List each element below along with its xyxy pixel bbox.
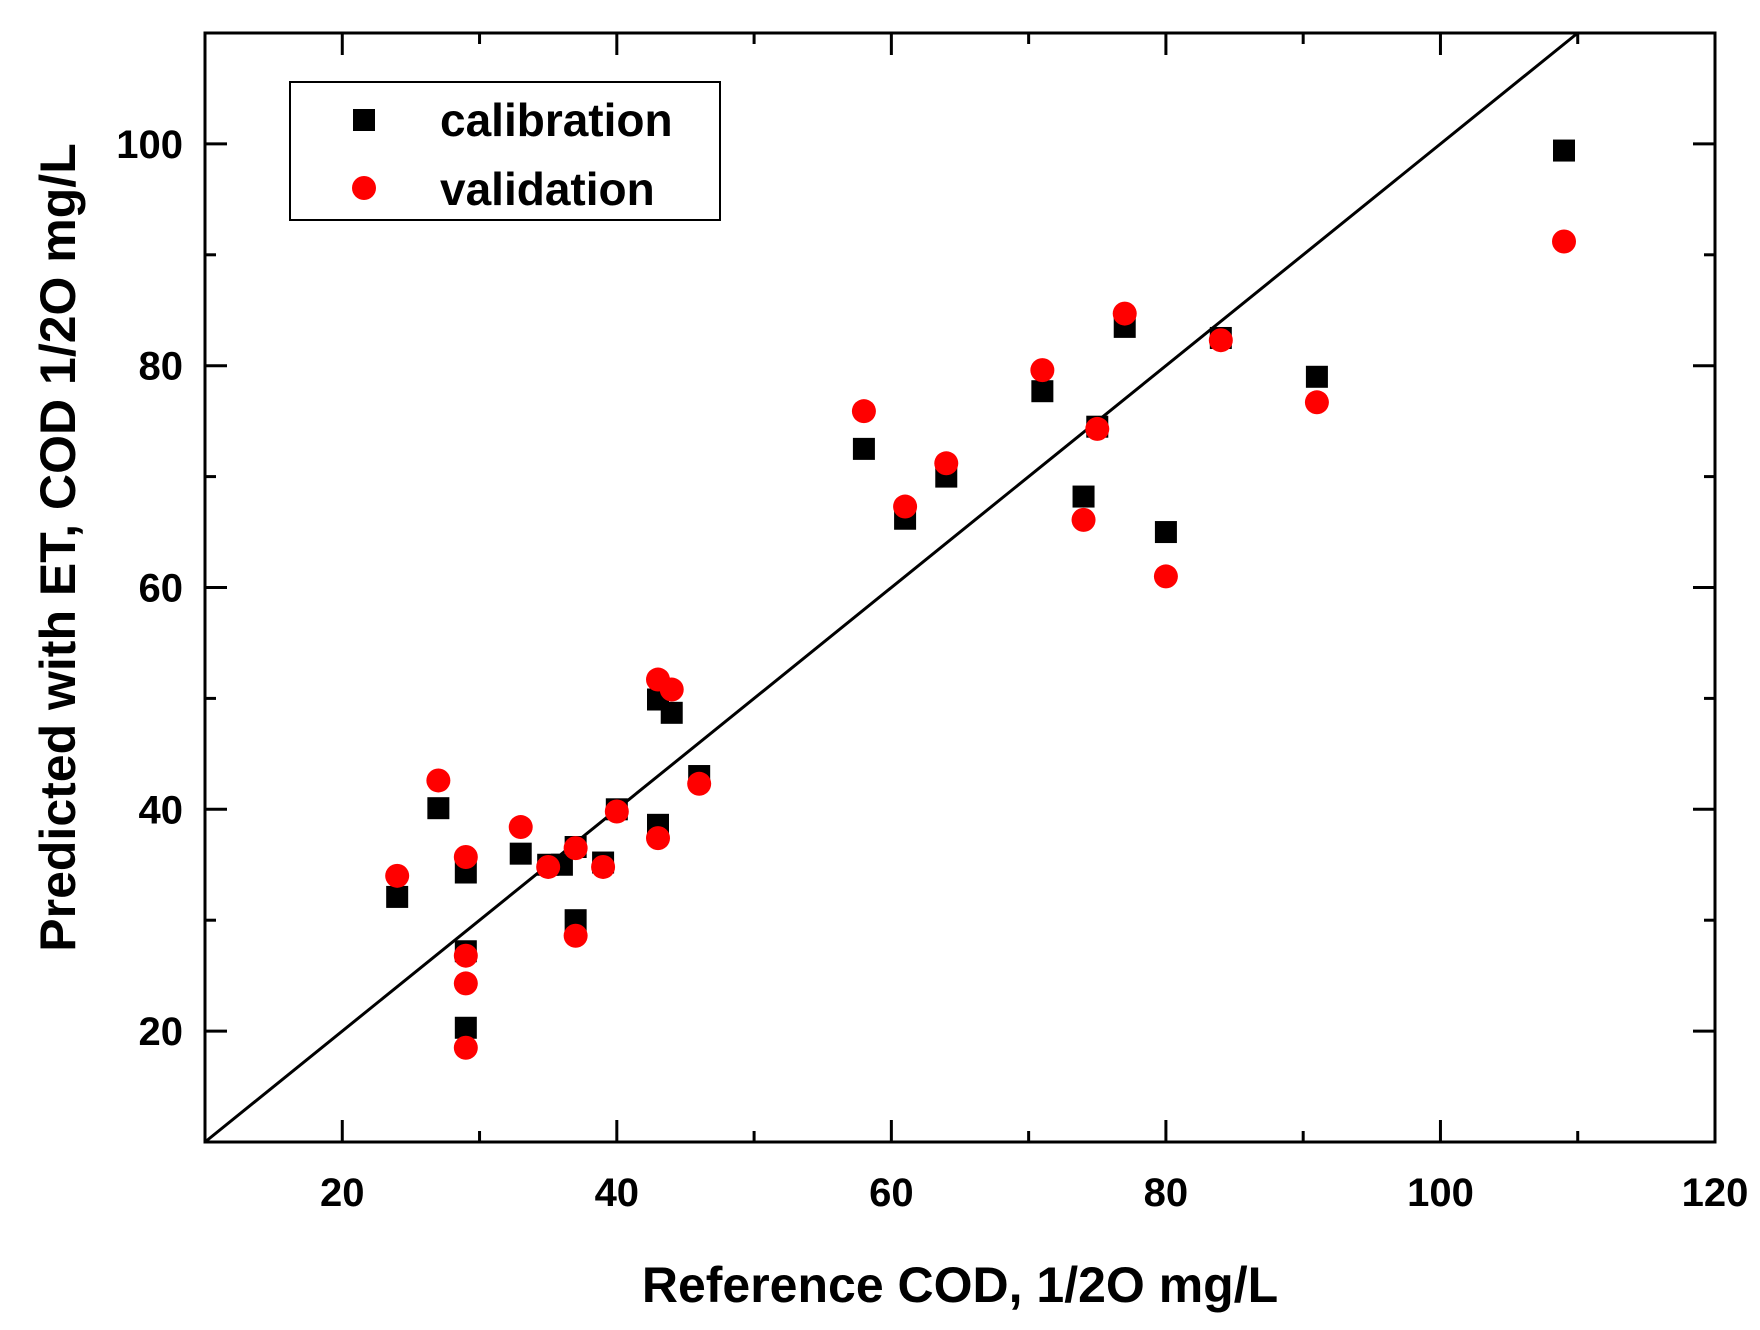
- legend-marker-calibration: [353, 109, 375, 131]
- validation-point: [851, 399, 876, 424]
- x-tick-label: 80: [1144, 1171, 1189, 1215]
- identity-line: [204, 31, 1579, 1144]
- validation-point: [659, 677, 684, 702]
- legend-label-calibration: calibration: [440, 94, 673, 146]
- legend-label-validation: validation: [440, 163, 655, 215]
- validation-point: [1112, 301, 1137, 326]
- validation-point: [508, 815, 533, 840]
- validation-point: [453, 1035, 478, 1060]
- validation-point: [536, 854, 561, 879]
- legend-marker-validation: [352, 176, 376, 200]
- calibration-point: [1154, 521, 1177, 544]
- y-tick-label: 40: [139, 788, 184, 832]
- validation-point: [453, 844, 478, 869]
- calibration-point: [852, 437, 875, 460]
- validation-point: [426, 768, 451, 793]
- validation-point: [563, 836, 588, 861]
- validation-point: [1071, 507, 1096, 532]
- x-tick-label: 40: [595, 1171, 640, 1215]
- calibration-point: [1031, 380, 1054, 403]
- x-tick-label: 60: [869, 1171, 914, 1215]
- legend-box: [289, 81, 721, 221]
- y-axis-title: Predicted with ET, COD 1/2O mg/L: [30, 143, 86, 951]
- y-tick-label: 60: [139, 567, 184, 611]
- calibration-point: [660, 701, 683, 724]
- calibration-point: [509, 842, 532, 865]
- validation-point: [687, 771, 712, 796]
- validation-point: [1552, 229, 1576, 254]
- y-tick-label: 100: [116, 123, 183, 167]
- validation-point: [453, 971, 478, 996]
- calibration-point: [427, 797, 450, 820]
- validation-point: [453, 943, 478, 968]
- x-tick-label: 20: [320, 1171, 365, 1215]
- validation-point: [385, 863, 410, 888]
- validation-point: [646, 826, 670, 851]
- calibration-point: [1072, 485, 1095, 508]
- x-tick-label: 120: [1682, 1171, 1749, 1215]
- calibration-point: [386, 885, 409, 908]
- validation-point: [604, 799, 629, 824]
- y-tick-label: 20: [139, 1010, 184, 1054]
- legend: calibration validation: [289, 81, 721, 221]
- validation-point: [934, 451, 959, 476]
- y-tick-label: 80: [139, 345, 184, 389]
- x-axis-title: Reference COD, 1/2O mg/L: [642, 1257, 1278, 1313]
- validation-point: [893, 494, 918, 519]
- calibration-point: [1553, 139, 1575, 162]
- validation-point: [591, 854, 616, 879]
- plot-frame: [203, 31, 1717, 1144]
- validation-point: [563, 923, 588, 948]
- validation-point: [1304, 390, 1329, 415]
- tick-labels-layer: 20 40 60 80 100 120 20 40 60 80 100: [116, 123, 1748, 1215]
- reference-line-layer: [204, 31, 1579, 1144]
- calibration-point: [454, 1016, 477, 1039]
- x-tick-label: 100: [1407, 1171, 1474, 1215]
- validation-point: [1208, 328, 1233, 353]
- validation-point: [1085, 416, 1110, 441]
- points-layer: [385, 139, 1576, 1060]
- validation-point: [1153, 564, 1178, 589]
- validation-point: [1030, 358, 1055, 383]
- calibration-point: [1305, 365, 1328, 388]
